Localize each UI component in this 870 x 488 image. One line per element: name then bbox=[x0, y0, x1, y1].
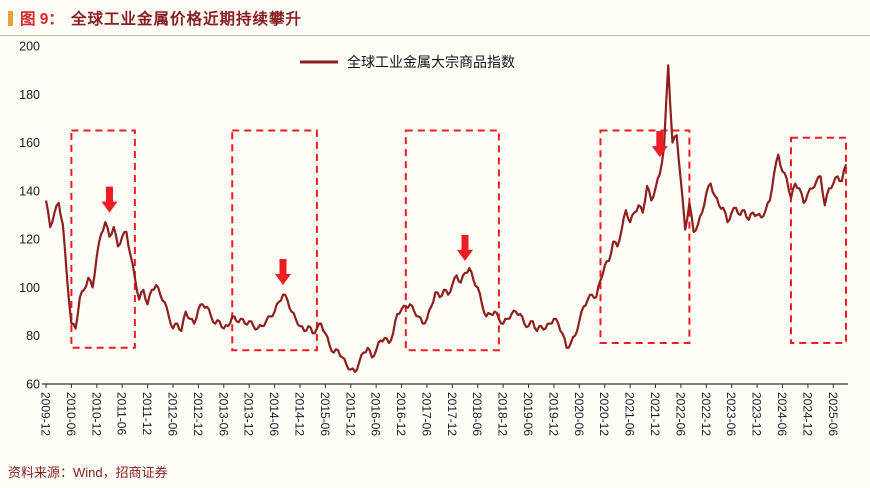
title-accent-bar bbox=[8, 10, 13, 26]
down-arrow-icon bbox=[457, 234, 473, 261]
x-axis-label: 2021-12 bbox=[648, 392, 662, 436]
y-axis-label: 160 bbox=[19, 136, 40, 150]
down-arrow-icon bbox=[275, 259, 291, 285]
x-axis-label: 2011-12 bbox=[140, 392, 154, 435]
figure-header: 图 9： 全球工业金属价格近期持续攀升 bbox=[0, 0, 870, 36]
x-axis-label: 2022-06 bbox=[673, 392, 687, 436]
figure-title: 全球工业金属价格近期持续攀升 bbox=[70, 11, 302, 28]
x-axis-label: 2013-06 bbox=[216, 392, 230, 436]
x-axis-label: 2018-06 bbox=[470, 392, 484, 436]
highlight-box bbox=[70, 129, 136, 349]
x-axis-label: 2012-12 bbox=[191, 392, 205, 436]
x-axis-label: 2020-06 bbox=[572, 392, 586, 436]
x-axis-label: 2013-12 bbox=[242, 392, 256, 436]
x-axis-label: 2024-12 bbox=[800, 392, 814, 436]
x-axis-label: 2018-12 bbox=[496, 392, 510, 436]
down-arrow-icon bbox=[651, 131, 668, 158]
metals-index-line-chart: 60 80 100 120 140 160 180 200 2009-12 2010-06 2010… bbox=[19, 40, 848, 436]
x-axis-label: 2016-12 bbox=[394, 392, 408, 436]
x-axis-label: 2020-12 bbox=[597, 392, 611, 436]
y-axis-label: 120 bbox=[19, 233, 40, 247]
chart-area: 60 80 100 120 140 160 180 200 2009-12 2010-06 2010… bbox=[0, 36, 870, 454]
x-axis-label: 2012-06 bbox=[165, 392, 179, 436]
x-axis-label: 2014-06 bbox=[267, 392, 281, 436]
highlight-box bbox=[789, 136, 848, 344]
x-axis-label: 2017-06 bbox=[419, 392, 433, 436]
x-axis-label: 2015-06 bbox=[318, 392, 332, 436]
x-axis-label: 2025-06 bbox=[826, 392, 840, 436]
y-axis-label: 60 bbox=[26, 378, 40, 392]
x-axis-label: 2019-12 bbox=[546, 392, 560, 436]
x-axis-label: 2016-06 bbox=[369, 392, 383, 436]
y-axis-label: 140 bbox=[19, 184, 40, 198]
legend-label: 全球工业金属大宗商品指数 bbox=[347, 54, 515, 70]
x-axis-label: 2010-12 bbox=[89, 392, 103, 436]
highlight-box bbox=[599, 129, 691, 344]
y-axis-label: 80 bbox=[26, 329, 40, 343]
x-axis-label: 2021-06 bbox=[623, 392, 637, 436]
x-axis-label: 2014-12 bbox=[292, 392, 306, 436]
x-axis-label: 2024-06 bbox=[775, 392, 789, 436]
x-axis-label: 2023-12 bbox=[750, 392, 764, 436]
x-axis-label: 2022-12 bbox=[699, 392, 713, 436]
x-axis-label: 2011-06 bbox=[115, 392, 129, 435]
source-note: 资料来源：Wind，招商证券 bbox=[8, 462, 168, 481]
figure-number: 图 9： bbox=[20, 11, 64, 28]
source-text: 资料来源：Wind，招商证券 bbox=[8, 465, 168, 480]
x-axis-label: 2019-06 bbox=[521, 392, 535, 436]
series-line bbox=[44, 64, 848, 373]
x-axis-label: 2017-12 bbox=[445, 392, 459, 436]
y-axis-label: 100 bbox=[19, 281, 40, 295]
y-axis-label: 200 bbox=[19, 40, 40, 54]
x-axis-label: 2009-12 bbox=[39, 392, 53, 436]
x-axis-label: 2010-06 bbox=[64, 392, 78, 436]
highlight-box bbox=[231, 129, 318, 352]
down-arrow-icon bbox=[101, 186, 118, 213]
x-axis-label: 2015-12 bbox=[343, 392, 357, 436]
y-axis-label: 180 bbox=[19, 88, 40, 102]
x-axis-label: 2023-06 bbox=[724, 392, 738, 436]
